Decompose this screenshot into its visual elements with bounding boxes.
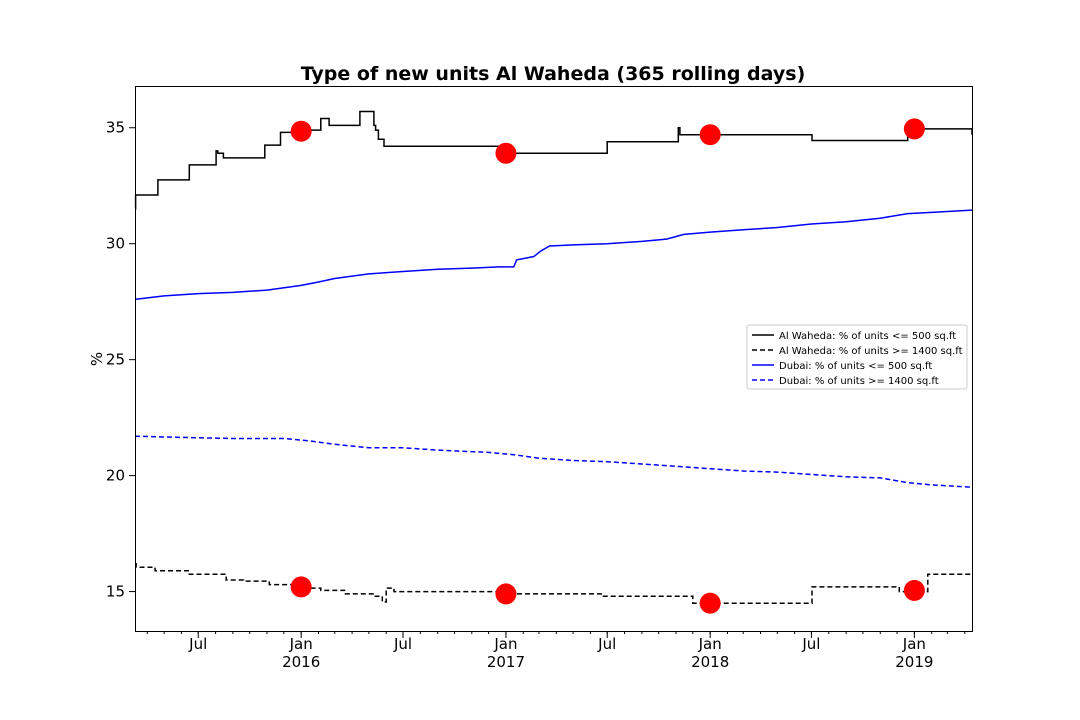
series-line-4 (134, 435, 973, 488)
highlight-marker (290, 576, 312, 598)
y-tick-label: 20 (106, 467, 125, 485)
x-tick-year-label: 2017 (487, 653, 525, 671)
series-line-2 (135, 562, 972, 604)
legend-box (746, 324, 968, 390)
highlight-marker (903, 118, 925, 140)
marker-layer (290, 118, 925, 614)
y-tick-label: 30 (106, 235, 125, 253)
series-layer (134, 110, 973, 604)
x-tick-label: Jan (289, 635, 313, 653)
highlight-marker (290, 120, 312, 142)
highlight-marker (495, 583, 517, 605)
x-tick-year-label: 2016 (282, 653, 320, 671)
y-axis-label: % (88, 352, 106, 366)
legend-entry: Dubai: % of units <= 500 sq.ft (779, 361, 932, 372)
x-tick-year-label: 2018 (691, 653, 729, 671)
x-tick-label: Jan (902, 635, 926, 653)
x-tick-label: Jan (698, 635, 722, 653)
y-axis: 15 20 25 30 35 (106, 119, 135, 601)
series-line-1 (134, 110, 973, 210)
legend-entry: Al Waheda: % of units <= 500 sq.ft (779, 331, 956, 342)
highlight-marker (699, 124, 721, 146)
x-tick-year-label: 2019 (895, 653, 933, 671)
legend: Al Waheda: % of units <= 500 sq.ft Al Wah… (746, 324, 968, 390)
highlight-marker (495, 142, 517, 164)
x-tick-label: Jul (188, 635, 207, 653)
series-line-3 (134, 209, 973, 301)
x-tick-label: Jul (393, 635, 412, 653)
x-tick-label: Jul (801, 635, 820, 653)
x-tick-label: Jul (597, 635, 616, 653)
chart-title: Type of new units Al Waheda (365 rolling… (301, 63, 806, 85)
x-tick-label: Jan (493, 635, 517, 653)
legend-entry: Al Waheda: % of units >= 1400 sq.ft (779, 346, 963, 357)
highlight-marker (699, 592, 721, 614)
highlight-marker (903, 579, 925, 601)
y-tick-label: 35 (106, 119, 125, 137)
legend-entry: Dubai: % of units >= 1400 sq.ft (779, 376, 939, 387)
y-tick-label: 15 (106, 583, 125, 601)
plot-frame (135, 86, 973, 632)
y-tick-label: 25 (106, 351, 125, 369)
